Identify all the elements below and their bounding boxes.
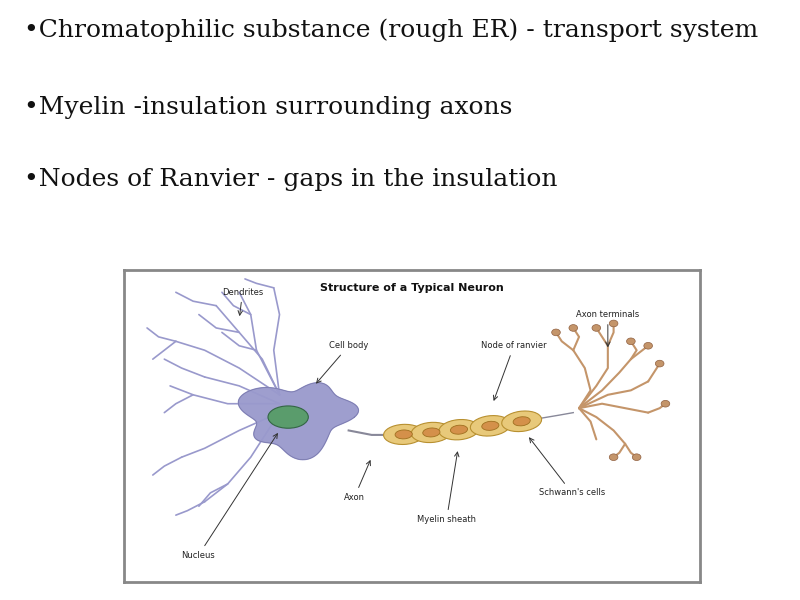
Text: Nucleus: Nucleus xyxy=(182,434,278,560)
Ellipse shape xyxy=(513,417,530,426)
Ellipse shape xyxy=(569,325,578,331)
Ellipse shape xyxy=(450,425,467,434)
Ellipse shape xyxy=(610,320,618,327)
Ellipse shape xyxy=(268,406,308,428)
Ellipse shape xyxy=(470,416,510,436)
Text: Dendrites: Dendrites xyxy=(222,288,263,315)
Ellipse shape xyxy=(632,454,641,461)
Text: Axon: Axon xyxy=(344,461,370,502)
Ellipse shape xyxy=(395,430,412,439)
Text: Node of ranvier: Node of ranvier xyxy=(481,341,546,400)
Ellipse shape xyxy=(592,325,601,331)
Text: •Myelin -insulation surrounding axons: •Myelin -insulation surrounding axons xyxy=(24,96,512,119)
Ellipse shape xyxy=(552,329,560,336)
Ellipse shape xyxy=(411,422,451,443)
Ellipse shape xyxy=(610,454,618,461)
Ellipse shape xyxy=(655,360,664,367)
Ellipse shape xyxy=(422,428,440,437)
Ellipse shape xyxy=(626,338,635,344)
Ellipse shape xyxy=(502,411,542,431)
Text: Cell body: Cell body xyxy=(317,341,368,383)
Ellipse shape xyxy=(439,419,479,440)
Ellipse shape xyxy=(644,343,653,349)
Text: •Chromatophilic substance (rough ER) - transport system: •Chromatophilic substance (rough ER) - t… xyxy=(24,18,758,41)
Polygon shape xyxy=(238,383,358,460)
Ellipse shape xyxy=(661,400,670,407)
Text: •Nodes of Ranvier - gaps in the insulation: •Nodes of Ranvier - gaps in the insulati… xyxy=(24,168,558,191)
Text: Myelin sheath: Myelin sheath xyxy=(417,452,476,524)
Text: Schwann's cells: Schwann's cells xyxy=(530,438,605,497)
Text: Structure of a Typical Neuron: Structure of a Typical Neuron xyxy=(320,283,504,293)
Ellipse shape xyxy=(482,421,499,430)
Ellipse shape xyxy=(383,424,424,445)
Text: Axon terminals: Axon terminals xyxy=(576,310,639,346)
